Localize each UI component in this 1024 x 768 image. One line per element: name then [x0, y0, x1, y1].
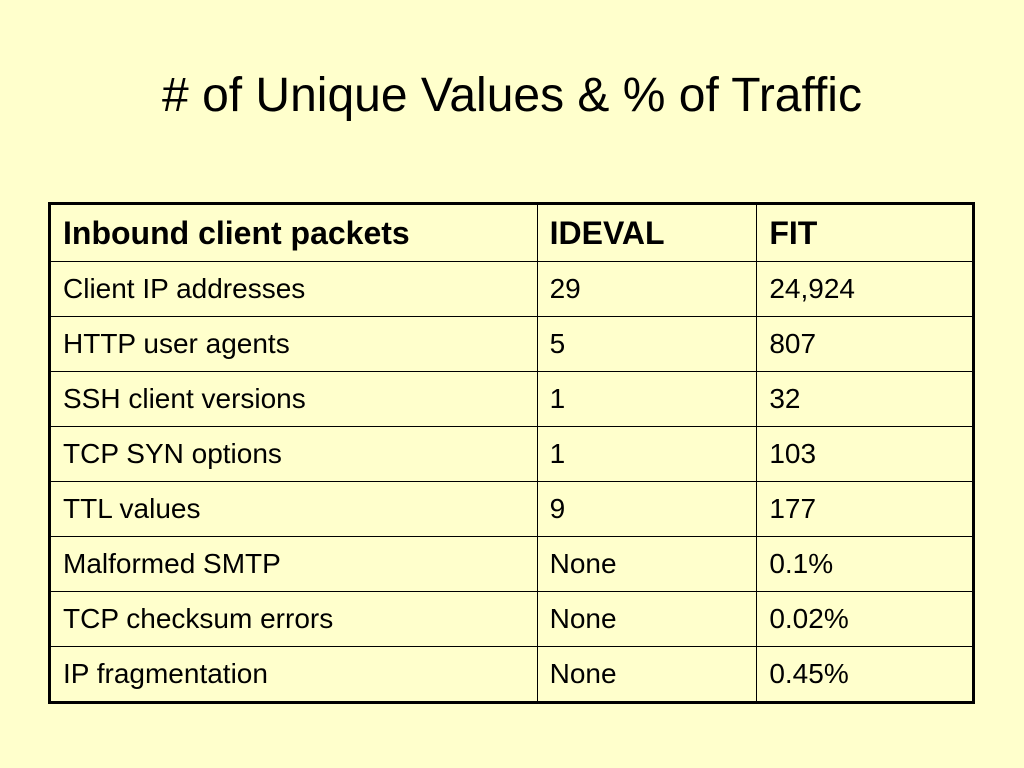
column-header-fit: FIT: [756, 204, 973, 262]
ideval-value-cell: 1: [536, 426, 758, 482]
table-row: Malformed SMTP None 0.1%: [50, 536, 973, 592]
fit-value-cell: 807: [756, 316, 973, 372]
row-label-cell: SSH client versions: [50, 371, 538, 427]
table-row: SSH client versions 1 32: [50, 371, 973, 427]
column-header-inbound-client-packets: Inbound client packets: [50, 204, 538, 262]
ideval-value-cell: 5: [536, 316, 758, 372]
table-row: TCP checksum errors None 0.02%: [50, 591, 973, 647]
fit-value-cell: 103: [756, 426, 973, 482]
table-header-row: Inbound client packets IDEVAL FIT: [50, 204, 973, 262]
fit-value-cell: 0.02%: [756, 591, 973, 647]
data-table: Inbound client packets IDEVAL FIT Client…: [48, 202, 975, 704]
ideval-value-cell: 1: [536, 371, 758, 427]
table-row: IP fragmentation None 0.45%: [50, 646, 973, 702]
fit-value-cell: 24,924: [756, 261, 973, 317]
row-label-cell: TCP SYN options: [50, 426, 538, 482]
column-header-ideval: IDEVAL: [536, 204, 758, 262]
row-label-cell: TCP checksum errors: [50, 591, 538, 647]
table-row: HTTP user agents 5 807: [50, 316, 973, 372]
row-label-cell: Malformed SMTP: [50, 536, 538, 592]
table-row: Client IP addresses 29 24,924: [50, 261, 973, 317]
fit-value-cell: 0.45%: [756, 646, 973, 702]
ideval-value-cell: 29: [536, 261, 758, 317]
row-label-cell: IP fragmentation: [50, 646, 538, 702]
slide-title: # of Unique Values & % of Traffic: [162, 69, 862, 122]
row-label-cell: HTTP user agents: [50, 316, 538, 372]
ideval-value-cell: 9: [536, 481, 758, 537]
ideval-value-cell: None: [536, 536, 758, 592]
ideval-value-cell: None: [536, 591, 758, 647]
fit-value-cell: 0.1%: [756, 536, 973, 592]
fit-value-cell: 32: [756, 371, 973, 427]
ideval-value-cell: None: [536, 646, 758, 702]
table-row: TTL values 9 177: [50, 481, 973, 537]
row-label-cell: Client IP addresses: [50, 261, 538, 317]
row-label-cell: TTL values: [50, 481, 538, 537]
table-row: TCP SYN options 1 103: [50, 426, 973, 482]
fit-value-cell: 177: [756, 481, 973, 537]
